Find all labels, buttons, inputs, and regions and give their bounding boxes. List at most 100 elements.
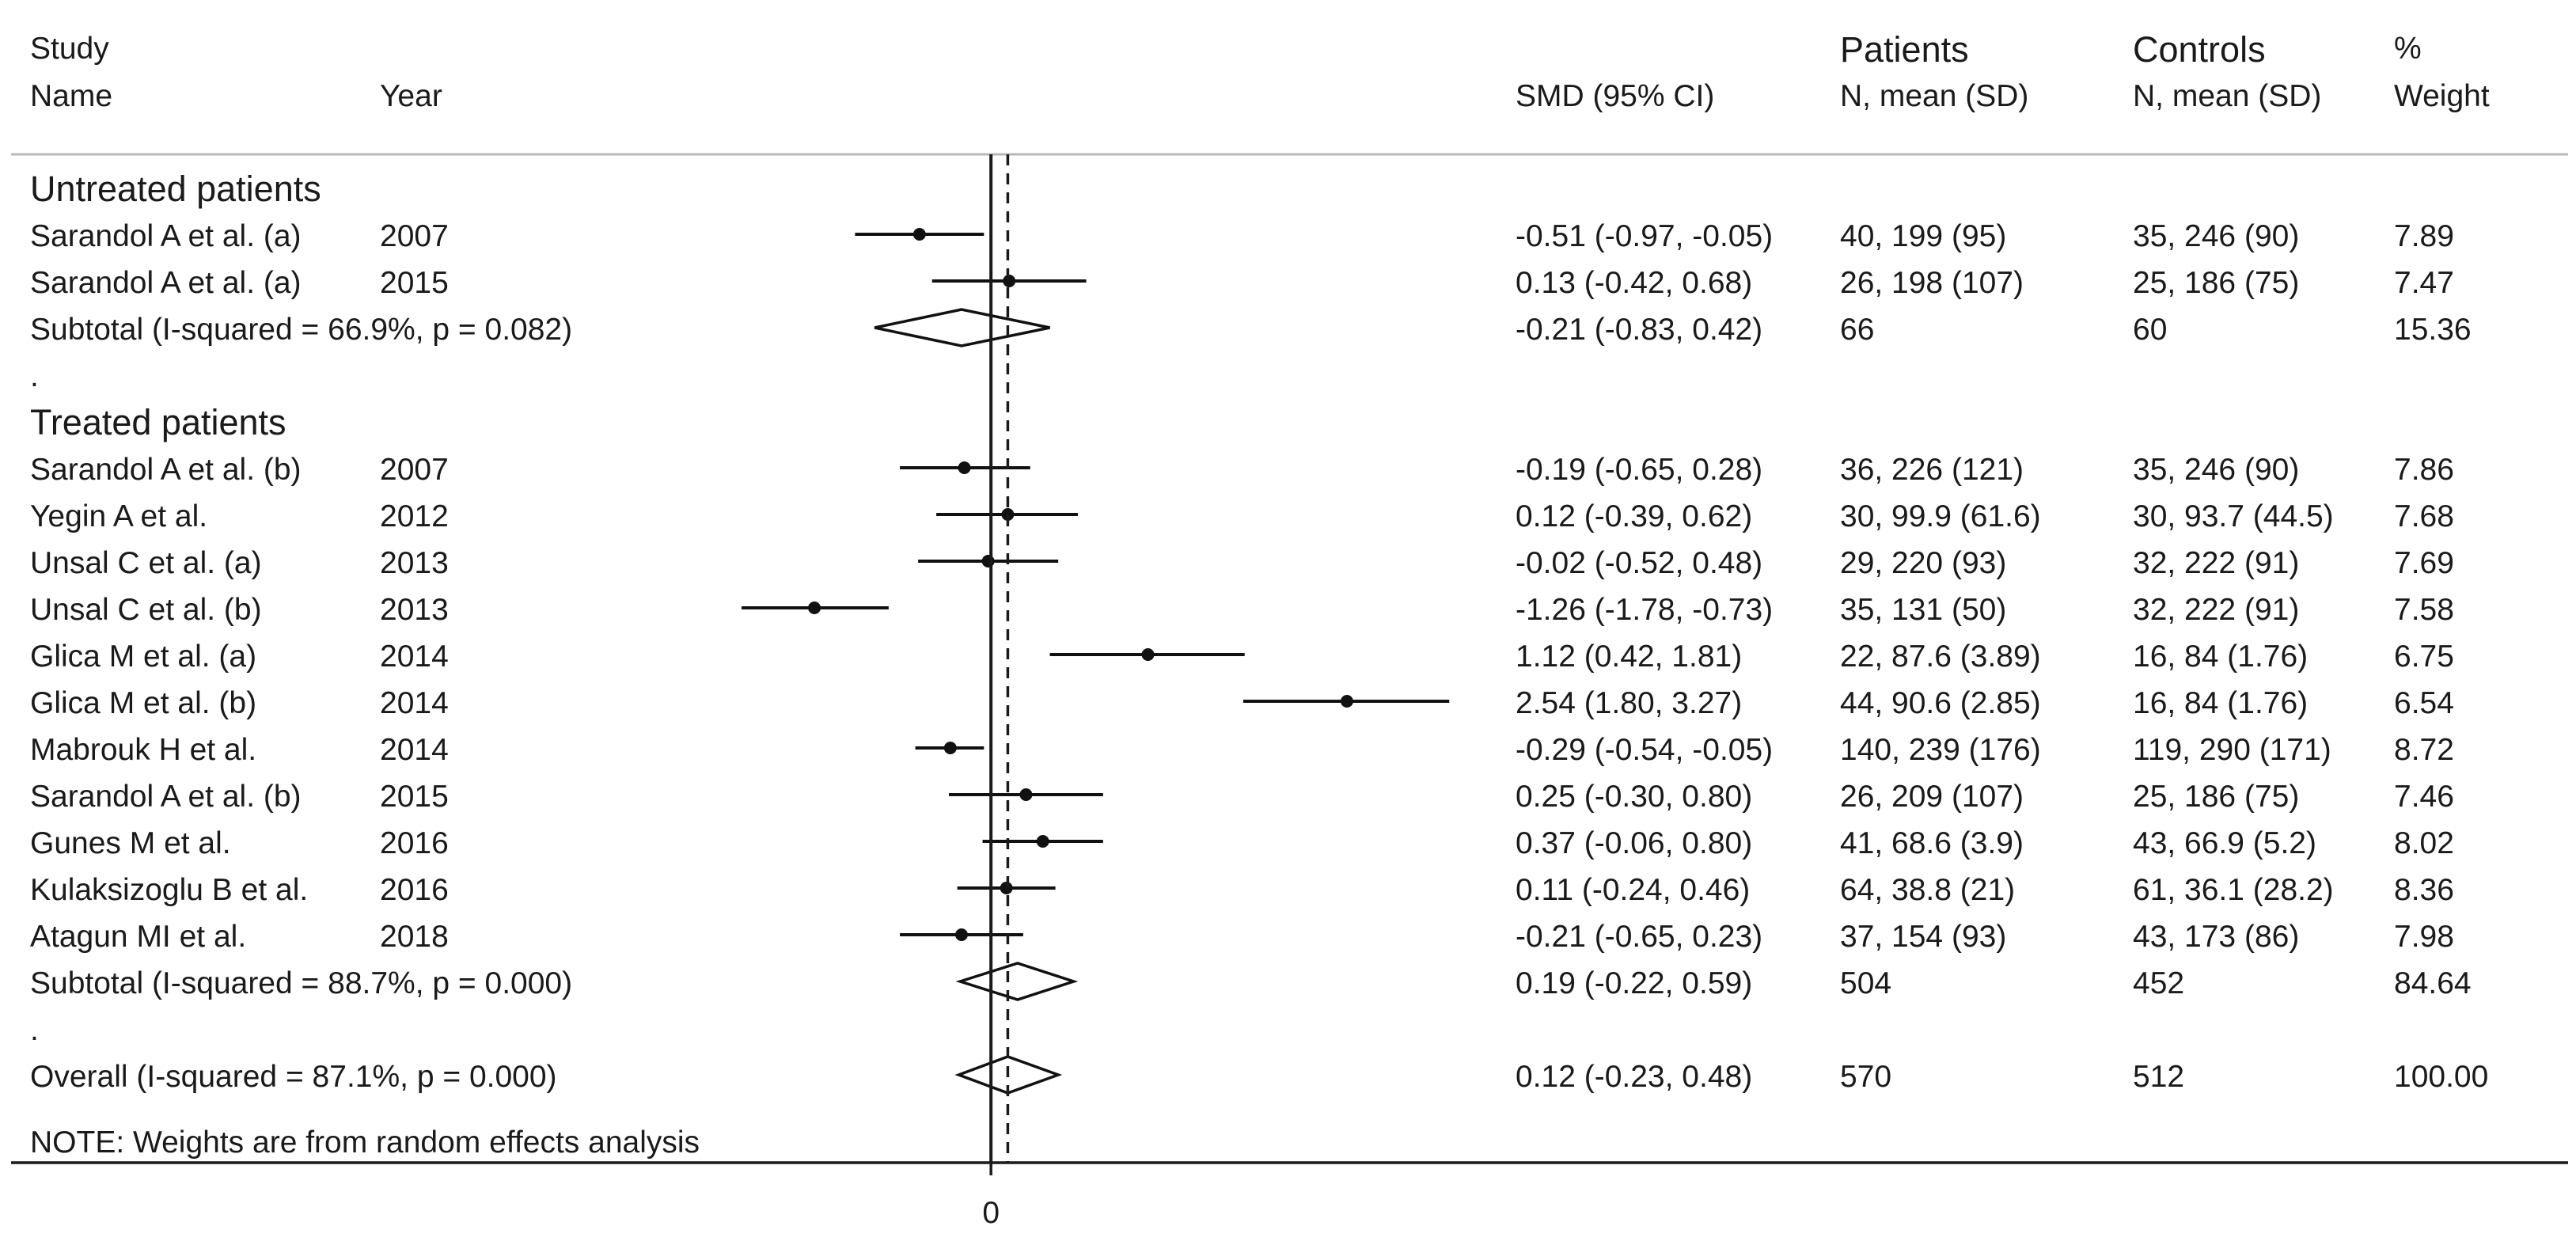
study-weight: 7.69 — [2394, 546, 2454, 580]
study-point — [981, 555, 995, 567]
study-smd-ci: 0.37 (-0.06, 0.80) — [1516, 826, 1752, 860]
study-smd-ci: -0.29 (-0.54, -0.05) — [1516, 733, 1773, 767]
study-patients: 22, 87.6 (3.89) — [1840, 640, 2041, 674]
study-name: Atagun MI et al. — [30, 920, 246, 954]
study-name: Sarandol A et al. (a) — [30, 219, 302, 253]
study-name: Yegin A et al. — [30, 499, 207, 533]
study-weight: 6.75 — [2394, 640, 2454, 674]
study-controls: 61, 36.1 (28.2) — [2133, 873, 2334, 907]
study-smd-ci: 1.12 (0.42, 1.81) — [1516, 640, 1742, 674]
study-point — [1340, 695, 1353, 708]
overall-label: Overall (I-squared = 87.1%, p = 0.000) — [30, 1060, 557, 1094]
study-year: 2018 — [380, 920, 449, 954]
subtotal-patients: 66 — [1840, 313, 1874, 347]
group-label: Untreated patients — [30, 169, 321, 209]
study-point — [1019, 788, 1033, 801]
study-patients: 41, 68.6 (3.9) — [1840, 826, 2024, 860]
subtotal-diamond — [874, 308, 1050, 347]
study-smd-ci: 0.25 (-0.30, 0.80) — [1516, 780, 1752, 814]
study-patients: 140, 239 (176) — [1840, 733, 2041, 767]
study-patients: 29, 220 (93) — [1840, 546, 2006, 580]
plot-rows: Untreated patients Sarandol A et al. (a) 2… — [30, 169, 2488, 1095]
study-weight: 7.89 — [2394, 219, 2454, 253]
overall-smd-ci: 0.12 (-0.23, 0.48) — [1516, 1060, 1752, 1094]
study-point — [943, 742, 957, 754]
study-weight: 8.72 — [2394, 733, 2454, 767]
study-year: 2007 — [380, 453, 449, 487]
study-controls: 32, 222 (91) — [2133, 593, 2299, 627]
study-smd-ci: -0.51 (-0.97, -0.05) — [1516, 219, 1773, 253]
study-controls: 16, 84 (1.76) — [2133, 686, 2308, 720]
study-controls: 25, 186 (75) — [2133, 266, 2299, 300]
header-patients-line2: N, mean (SD) — [1840, 79, 2028, 113]
overall-weight: 100.00 — [2394, 1060, 2488, 1094]
study-year: 2016 — [380, 873, 449, 907]
header-controls-line2: N, mean (SD) — [2133, 79, 2321, 113]
study-controls: 43, 66.9 (5.2) — [2133, 826, 2316, 860]
subtotal-label: Subtotal (I-squared = 88.7%, p = 0.000) — [30, 966, 572, 1000]
header-patients-line1: Patients — [1840, 29, 1969, 70]
subtotal-controls: 452 — [2133, 966, 2184, 1000]
study-smd-ci: 2.54 (1.80, 3.27) — [1516, 686, 1742, 720]
study-name: Sarandol A et al. (b) — [30, 453, 302, 487]
overall-patients: 570 — [1840, 1060, 1891, 1094]
study-year: 2007 — [380, 219, 449, 253]
study-controls: 25, 186 (75) — [2133, 780, 2299, 814]
study-point — [1003, 275, 1016, 287]
study-year: 2015 — [380, 266, 449, 300]
study-controls: 32, 222 (91) — [2133, 546, 2299, 580]
study-year: 2012 — [380, 499, 449, 533]
study-patients: 26, 198 (107) — [1840, 266, 2024, 300]
subtotal-controls: 60 — [2133, 313, 2167, 347]
study-controls: 30, 93.7 (44.5) — [2133, 499, 2334, 533]
group-label: Treated patients — [30, 402, 286, 442]
study-weight: 7.98 — [2394, 920, 2454, 954]
study-name: Glica M et al. (b) — [30, 686, 256, 720]
header-smd: SMD (95% CI) — [1516, 79, 1714, 113]
spacer-dot: . — [30, 359, 39, 393]
subtotal-smd-ci: 0.19 (-0.22, 0.59) — [1516, 966, 1752, 1000]
study-year: 2014 — [380, 733, 449, 767]
study-smd-ci: -0.21 (-0.65, 0.23) — [1516, 920, 1762, 954]
study-patients: 40, 199 (95) — [1840, 219, 2006, 253]
footnote: NOTE: Weights are from random effects an… — [30, 1125, 700, 1160]
study-year: 2013 — [380, 593, 449, 627]
header-weight-line1: % — [2394, 32, 2422, 66]
study-name: Unsal C et al. (b) — [30, 593, 262, 627]
study-patients: 44, 90.6 (2.85) — [1840, 686, 2041, 720]
header-study-line2: Name — [30, 79, 112, 113]
subtotal-weight: 15.36 — [2394, 313, 2472, 347]
overall-controls: 512 — [2133, 1060, 2184, 1094]
study-weight: 6.54 — [2394, 686, 2454, 720]
study-year: 2016 — [380, 826, 449, 860]
study-patients: 64, 38.8 (21) — [1840, 873, 2015, 907]
header-year: Year — [380, 79, 442, 113]
study-weight: 7.47 — [2394, 266, 2454, 300]
study-smd-ci: -0.19 (-0.65, 0.28) — [1516, 453, 1762, 487]
study-name: Sarandol A et al. (b) — [30, 780, 302, 814]
study-point — [954, 928, 968, 941]
study-year: 2014 — [380, 686, 449, 720]
study-year: 2015 — [380, 780, 449, 814]
study-point — [958, 461, 971, 474]
study-point — [808, 602, 821, 614]
study-point — [1000, 882, 1013, 894]
study-point — [1036, 835, 1049, 848]
subtotal-weight: 84.64 — [2394, 966, 2472, 1000]
study-name: Glica M et al. (a) — [30, 640, 256, 674]
spacer-dot: . — [30, 1013, 39, 1047]
study-point — [1001, 508, 1015, 521]
study-controls: 16, 84 (1.76) — [2133, 640, 2308, 674]
zero-tick-label: 0 — [982, 1196, 1000, 1230]
header-controls-line1: Controls — [2133, 29, 2266, 70]
study-smd-ci: 0.13 (-0.42, 0.68) — [1516, 266, 1752, 300]
study-patients: 37, 154 (93) — [1840, 920, 2006, 954]
study-weight: 8.36 — [2394, 873, 2454, 907]
study-patients: 35, 131 (50) — [1840, 593, 2006, 627]
header-study-line1: Study — [30, 32, 109, 66]
study-smd-ci: 0.11 (-0.24, 0.46) — [1516, 873, 1750, 907]
subtotal-patients: 504 — [1840, 966, 1891, 1000]
study-name: Unsal C et al. (a) — [30, 546, 262, 580]
study-name: Kulaksizoglu B et al. — [30, 873, 308, 907]
